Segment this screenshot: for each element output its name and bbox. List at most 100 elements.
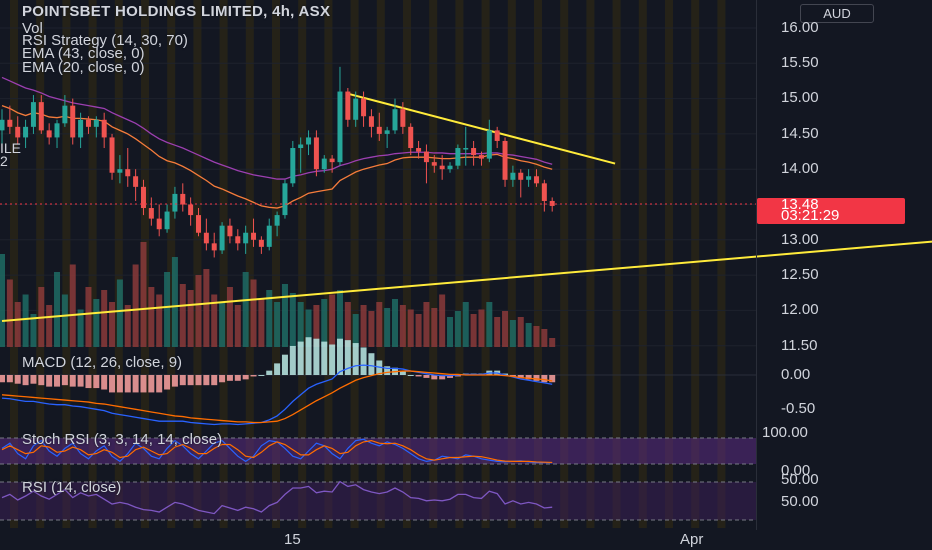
candle-body (471, 148, 477, 156)
candle-body (313, 137, 319, 170)
volume-bar (203, 269, 210, 347)
candle-body (180, 193, 186, 205)
macd-histogram-bar (38, 375, 45, 386)
volume-bar (281, 284, 288, 347)
candle (431, 155, 437, 173)
macd-histogram-bar (525, 375, 532, 380)
volume-bar (415, 314, 422, 347)
candle-body (7, 119, 13, 127)
macd-histogram-bar (313, 338, 320, 375)
session-band (560, 0, 569, 528)
edge-label-1: ILE (0, 140, 22, 156)
candle-body (368, 116, 374, 127)
candle (251, 218, 257, 247)
session-band (638, 0, 647, 528)
volume-bar (454, 311, 461, 347)
session-band (691, 0, 700, 528)
volume-bar (447, 317, 454, 347)
candle (140, 179, 146, 216)
edge-label-2: 2 (0, 153, 8, 169)
volume-bar (179, 284, 186, 347)
stoch-rsi-label[interactable]: Stoch RSI (3, 3, 14, 14, close) (22, 431, 223, 448)
macd-histogram-bar (195, 375, 202, 386)
candle-body (38, 102, 44, 131)
candle-body (227, 225, 233, 237)
rsi-label[interactable]: RSI (14, close) (22, 479, 122, 496)
candle (313, 130, 319, 177)
candle-body (219, 225, 225, 251)
macd-histogram-bar (203, 375, 210, 386)
macd-label[interactable]: MACD (12, 26, close, 9) (22, 354, 183, 371)
bar-countdown: 03:21:29 (781, 207, 840, 224)
stoch-tick: 100.00 (762, 424, 808, 441)
candle (533, 169, 539, 187)
ema-43-line (1, 76, 553, 180)
candle-body (345, 91, 351, 120)
price-tick: 15.50 (781, 54, 819, 71)
rsi-tick: 50.00 (781, 493, 819, 510)
time-label: Apr (680, 531, 704, 548)
candle-body (30, 102, 36, 127)
volume-bar (211, 294, 218, 347)
candle (416, 140, 422, 159)
candle (38, 95, 44, 134)
candle-body (251, 232, 257, 240)
currency-button[interactable]: AUD (800, 4, 874, 23)
macd-histogram-bar (22, 375, 29, 386)
volume-bar (305, 309, 312, 347)
candle (125, 148, 131, 187)
macd-histogram-bar (336, 338, 343, 375)
volume-bar (439, 294, 446, 347)
macd-histogram-bar (454, 375, 461, 377)
candle (46, 123, 52, 145)
macd-pane (0, 337, 757, 426)
ema-lines (1, 76, 553, 209)
macd-histogram-bar (431, 375, 438, 380)
macd-histogram-bar (69, 375, 76, 387)
volume-bar (69, 264, 76, 347)
volume-bar (470, 314, 477, 347)
macd-histogram-bar (234, 375, 241, 381)
macd-histogram-bar (116, 375, 123, 393)
macd-histogram-bar (0, 375, 5, 383)
candle-body (188, 204, 194, 216)
candle-body (455, 148, 461, 166)
indicator-ema-20[interactable]: EMA (20, close, 0) (22, 59, 145, 76)
macd-histogram-bar (360, 347, 367, 375)
volume-bars (0, 242, 556, 347)
candle-body (337, 91, 343, 163)
candle (541, 179, 547, 212)
candle-body (486, 130, 492, 159)
candle-body (0, 119, 5, 131)
volume-bar (109, 302, 116, 347)
macd-histogram-bar (297, 341, 304, 375)
volume-bar (187, 290, 194, 347)
indicator-vol[interactable]: Vol (22, 20, 43, 37)
indicator-rsi-strategy[interactable]: RSI Strategy (14, 30, 70) (22, 32, 188, 49)
candle (408, 123, 414, 156)
indicator-ema-43[interactable]: EMA (43, close, 0) (22, 45, 145, 62)
macd-histogram-bar (93, 375, 100, 389)
macd-histogram-bar (376, 360, 383, 375)
macd-histogram-bar (54, 375, 61, 387)
session-band (376, 0, 385, 528)
macd-histogram-bar (399, 370, 406, 375)
session-band (193, 0, 202, 528)
volume-bar (533, 326, 540, 347)
candle-body (274, 215, 280, 226)
candle-body (408, 126, 414, 149)
candle-body (392, 109, 398, 131)
volume-bar (525, 323, 532, 347)
candle-body (101, 119, 107, 138)
candle (526, 169, 532, 187)
macd-histogram-bar (517, 375, 524, 378)
session-band (403, 0, 411, 528)
candle-body (541, 183, 547, 201)
macd-histogram-bar (6, 375, 13, 383)
candle (439, 155, 445, 180)
candle-body (518, 172, 524, 180)
macd-histogram-bar (164, 375, 171, 390)
candle-body (235, 236, 241, 244)
macd-signal-line (1, 370, 553, 424)
